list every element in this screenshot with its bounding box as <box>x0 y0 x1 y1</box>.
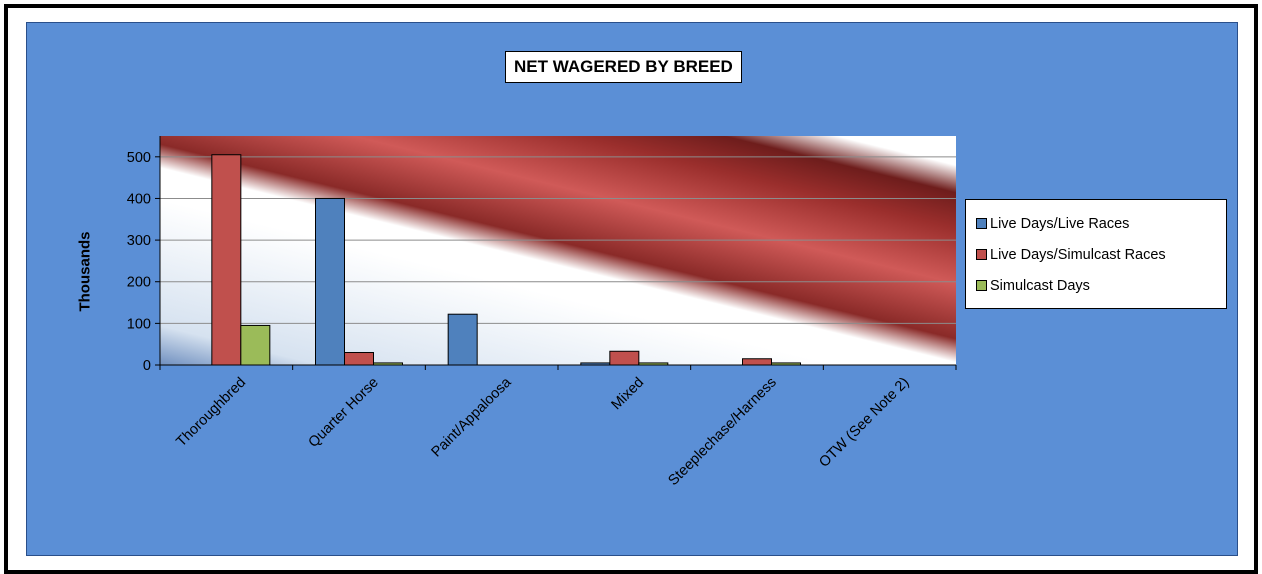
legend-swatch-simulcast-days <box>976 280 987 291</box>
bar <box>240 324 271 366</box>
legend-swatch-live-races <box>976 218 987 229</box>
legend-item-live-races: Live Days/Live Races <box>976 208 1216 239</box>
y-tick-label: 500 <box>127 150 151 166</box>
y-tick-label: 100 <box>127 316 151 332</box>
legend-item-simulcast-days: Simulcast Days <box>976 270 1216 301</box>
chart-title: NET WAGERED BY BREED <box>505 51 742 83</box>
bar <box>211 154 242 366</box>
plot-background <box>160 136 956 365</box>
y-tick-label: 0 <box>143 358 151 374</box>
x-tick-label: OTW (See Note 2) <box>816 375 912 471</box>
bar <box>609 350 640 366</box>
legend-label-simulcast-days: Simulcast Days <box>990 277 1090 294</box>
x-tick-label: Paint/Appaloosa <box>429 374 516 461</box>
x-tick-label: Quarter Horse <box>306 375 382 451</box>
bar <box>742 358 772 366</box>
x-tick-label: Thoroughbred <box>173 375 249 451</box>
legend-swatch-simulcast-races <box>976 249 987 260</box>
chart-area: 0 100 200 300 400 500 Thoroughbred Quarter Hors… <box>26 22 1238 556</box>
chart-frame: 0 100 200 300 400 500 Thoroughbred Quarter Hors… <box>4 4 1258 574</box>
bar <box>447 313 478 366</box>
chart-legend: Live Days/Live Races Live Days/Simulcast… <box>965 199 1227 309</box>
legend-label-simulcast-races: Live Days/Simulcast Races <box>990 246 1166 263</box>
y-tick-label: 300 <box>127 233 151 249</box>
y-tick-label: 400 <box>127 191 151 207</box>
bar <box>315 197 345 366</box>
legend-item-simulcast-races: Live Days/Simulcast Races <box>976 239 1216 270</box>
x-tick-label: Mixed <box>608 375 647 414</box>
y-tick-label: 200 <box>127 275 151 291</box>
bar <box>344 352 374 366</box>
legend-label-live-races: Live Days/Live Races <box>990 215 1130 232</box>
bar-chart: 0 100 200 300 400 500 Thoroughbred Quarter Hors… <box>127 136 957 489</box>
y-axis-label: Thousands <box>76 231 94 312</box>
x-tick-label: Steeplechase/Harness <box>665 375 779 489</box>
